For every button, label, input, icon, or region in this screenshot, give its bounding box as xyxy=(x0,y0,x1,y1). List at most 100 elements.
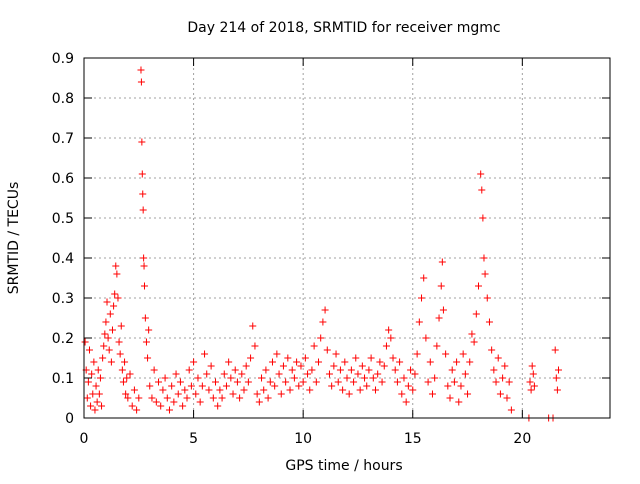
data-point xyxy=(312,378,320,386)
data-point xyxy=(361,374,369,382)
axis-ticks: 0 0.1 0.2 0.3 0.4 0.5 0.6 0.7 0.8 0.9 0 5 10 15 20 xyxy=(52,51,610,447)
data-point xyxy=(150,366,158,374)
x-tick-label: 20 xyxy=(513,431,531,447)
data-point xyxy=(140,282,148,290)
data-point xyxy=(268,358,276,366)
data-point xyxy=(528,362,536,370)
data-point xyxy=(225,358,233,366)
data-point xyxy=(328,382,336,390)
data-point xyxy=(431,374,439,382)
data-point xyxy=(317,334,325,342)
data-point xyxy=(266,378,274,386)
data-point xyxy=(378,378,386,386)
data-point xyxy=(453,358,461,366)
data-point xyxy=(459,350,467,358)
data-point xyxy=(376,358,384,366)
data-point xyxy=(196,398,204,406)
data-point xyxy=(91,406,99,414)
data-point xyxy=(114,294,122,302)
data-point xyxy=(183,394,191,402)
data-point xyxy=(304,370,312,378)
data-point xyxy=(112,262,120,270)
data-point xyxy=(251,342,259,350)
data-point xyxy=(402,398,410,406)
data-point xyxy=(319,318,327,326)
data-point xyxy=(121,358,129,366)
data-point xyxy=(409,386,417,394)
data-point xyxy=(179,402,187,410)
data-point xyxy=(485,318,493,326)
data-point xyxy=(102,318,110,326)
data-point xyxy=(148,394,156,402)
y-tick-label: 0 xyxy=(65,411,74,427)
data-point xyxy=(444,382,452,390)
x-tick-label: 10 xyxy=(294,431,312,447)
data-point xyxy=(553,386,561,394)
data-point xyxy=(165,406,173,414)
data-point xyxy=(293,358,301,366)
data-point xyxy=(404,382,412,390)
data-point xyxy=(363,382,371,390)
data-point xyxy=(466,358,474,366)
data-point xyxy=(352,354,360,362)
data-point xyxy=(244,378,252,386)
data-point xyxy=(137,66,145,74)
y-tick-label: 0.8 xyxy=(52,91,74,107)
data-point xyxy=(480,254,488,262)
data-point xyxy=(275,370,283,378)
data-point xyxy=(240,386,248,394)
data-point xyxy=(369,374,377,382)
data-point xyxy=(174,390,182,398)
data-point xyxy=(220,370,228,378)
data-point xyxy=(380,362,388,370)
plot-frame xyxy=(83,57,611,419)
y-tick-label: 0.3 xyxy=(52,291,74,307)
data-point xyxy=(107,358,115,366)
data-point xyxy=(139,206,147,214)
y-tick-label: 0.6 xyxy=(52,171,74,187)
plot-area xyxy=(84,58,610,418)
data-point xyxy=(236,394,244,402)
data-point xyxy=(255,398,263,406)
data-point xyxy=(87,402,95,410)
data-point xyxy=(299,378,307,386)
data-point xyxy=(185,366,193,374)
data-point xyxy=(503,394,511,402)
data-point xyxy=(93,398,101,406)
data-point xyxy=(135,394,143,402)
data-point xyxy=(552,374,560,382)
data-point xyxy=(126,370,134,378)
data-point xyxy=(407,366,415,374)
data-point xyxy=(249,322,257,330)
data-point xyxy=(83,394,91,402)
data-point xyxy=(176,378,184,386)
data-point xyxy=(146,382,154,390)
data-point xyxy=(118,366,126,374)
data-point xyxy=(258,374,266,382)
data-point xyxy=(310,342,318,350)
x-tick-label: 5 xyxy=(189,431,198,447)
data-point xyxy=(111,290,119,298)
data-point xyxy=(290,374,298,382)
data-point xyxy=(216,386,224,394)
data-point xyxy=(198,382,206,390)
data-point xyxy=(448,366,456,374)
y-tick-label: 0.7 xyxy=(52,131,74,147)
data-point xyxy=(472,310,480,318)
data-point xyxy=(229,390,237,398)
data-point xyxy=(168,382,176,390)
data-point xyxy=(323,346,331,354)
data-point xyxy=(205,386,213,394)
data-point xyxy=(123,374,131,382)
data-point xyxy=(207,362,215,370)
data-point xyxy=(450,378,458,386)
data-point xyxy=(227,374,235,382)
data-point xyxy=(138,138,146,146)
data-point xyxy=(464,390,472,398)
data-point xyxy=(341,358,349,366)
data-point xyxy=(507,406,515,414)
data-point xyxy=(218,394,226,402)
data-point xyxy=(209,394,217,402)
data-point xyxy=(387,334,395,342)
data-point xyxy=(494,354,502,362)
